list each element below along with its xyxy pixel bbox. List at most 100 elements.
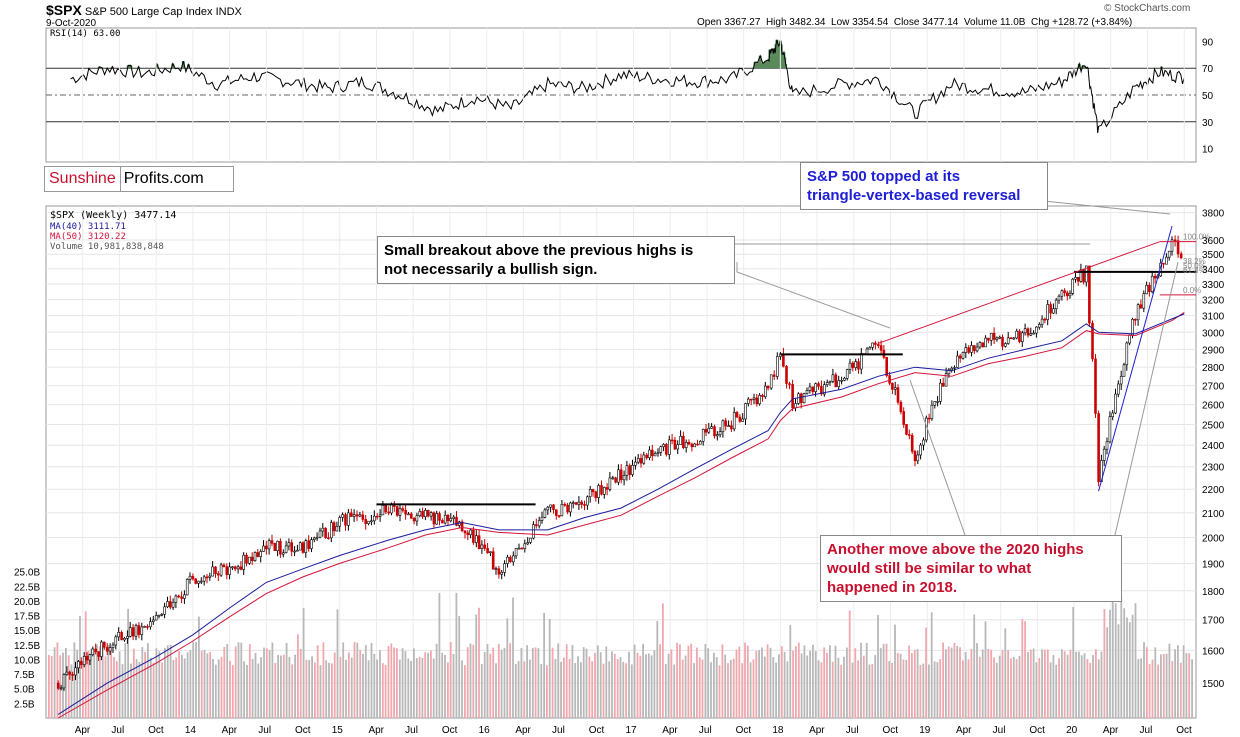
volume-bar	[741, 663, 744, 718]
volume-bar	[905, 659, 908, 718]
volume-bar	[882, 643, 885, 718]
volume-bar	[198, 616, 200, 718]
volume-bar	[843, 656, 845, 718]
candle-body	[287, 542, 291, 547]
candle-body	[146, 626, 149, 628]
candle-body	[370, 520, 373, 523]
price-tick-label: 1600	[1202, 646, 1225, 657]
candle-body	[1128, 334, 1131, 344]
candle-body	[469, 529, 472, 536]
volume-bar	[710, 662, 712, 718]
volume-bar	[364, 645, 367, 718]
volume-bar	[1160, 654, 1162, 718]
volume-bar	[894, 624, 896, 718]
volume-bar	[214, 664, 217, 718]
volume-bar	[1114, 603, 1117, 718]
candle-body	[432, 512, 436, 525]
candle-body	[375, 515, 379, 518]
volume-bar	[212, 659, 214, 718]
candle-body	[100, 641, 103, 657]
volume-bar	[596, 645, 599, 718]
candle-body	[546, 506, 550, 511]
candle-body	[236, 566, 240, 570]
candle-body	[88, 654, 92, 661]
volume-bar	[523, 661, 526, 718]
candle-body	[446, 514, 450, 522]
candle-body	[788, 383, 791, 385]
volume-bar	[370, 643, 373, 718]
candle-body	[746, 398, 750, 404]
price-tick-label: 2200	[1202, 485, 1225, 496]
candle-body	[222, 564, 226, 568]
volume-tick-label: 20.0B	[14, 597, 40, 608]
volume-bar	[746, 645, 749, 718]
candle-body	[276, 540, 279, 551]
candle-body	[267, 540, 271, 550]
volume-bar	[899, 653, 902, 718]
candle-body	[1001, 336, 1004, 347]
candle-body	[526, 542, 530, 545]
candle-body	[438, 513, 441, 521]
candle-body	[191, 575, 195, 580]
candle-body	[188, 575, 192, 580]
volume-bar	[933, 661, 936, 718]
candle-body	[828, 381, 832, 383]
volume-bar	[630, 664, 633, 718]
volume-bar	[529, 659, 531, 718]
volume-bar	[1086, 659, 1089, 718]
rsi-tick-label: 50	[1202, 91, 1214, 102]
x-tick-label: Apr	[1103, 725, 1119, 736]
annotation-another-line1: Another move above the 2020 highs	[827, 541, 1084, 558]
candle-body	[1111, 412, 1114, 418]
candle-body	[953, 367, 956, 369]
volume-bar	[913, 649, 916, 718]
volume-bar	[554, 658, 557, 718]
candle-body	[449, 518, 453, 522]
volume-bar	[495, 663, 497, 718]
volume-bar	[1092, 655, 1094, 718]
candle-body	[1018, 330, 1021, 343]
candle-body	[429, 512, 433, 517]
volume-value: Volume 11.0B	[963, 17, 1026, 28]
candle-body	[253, 552, 257, 561]
volume-bar	[152, 662, 155, 718]
candle-body	[200, 580, 203, 583]
volume-tick-label: 10.0B	[14, 655, 40, 666]
volume-bar	[639, 655, 642, 718]
exchange: INDX	[215, 6, 242, 18]
candle-body	[1076, 276, 1080, 282]
index-name: S&P 500 Large Cap Index	[84, 6, 213, 18]
volume-bar	[684, 655, 687, 718]
volume-bar	[829, 645, 831, 718]
volume-bar	[90, 648, 93, 718]
volume-bar	[724, 654, 727, 718]
price-tick-label: 1900	[1202, 559, 1225, 570]
candle-body	[239, 566, 243, 570]
candle-body	[398, 508, 402, 516]
volume-bar	[786, 661, 789, 718]
volume-bar	[297, 634, 299, 718]
rsi-tick-label: 10	[1202, 145, 1214, 156]
volume-tick-label: 5.0B	[14, 685, 35, 696]
ohlc-readout: Open 3367.27 High 3482.34 Low 3354.54 Cl…	[697, 17, 1132, 28]
candle-body	[321, 527, 325, 532]
volume-bar	[848, 610, 851, 718]
price-tick-label: 1500	[1202, 679, 1225, 690]
volume-bar	[387, 646, 390, 718]
candle-body	[571, 502, 575, 504]
candle-body	[656, 452, 660, 454]
candle-body	[472, 529, 475, 543]
volume-bar	[1162, 654, 1165, 718]
rsi-tick-label: 30	[1202, 118, 1214, 129]
volume-bar	[444, 655, 446, 718]
candle-body	[1173, 239, 1177, 242]
candle-body	[972, 345, 976, 352]
volume-bar	[424, 652, 427, 718]
volume-bar	[104, 656, 107, 718]
candle-body	[956, 355, 959, 368]
x-tick-label: Jul	[846, 725, 859, 736]
candle-body	[114, 636, 118, 646]
candle-body	[721, 420, 725, 432]
candle-body	[1105, 441, 1109, 450]
annotation-breakout-line1: Small breakout above the previous highs …	[384, 242, 694, 259]
